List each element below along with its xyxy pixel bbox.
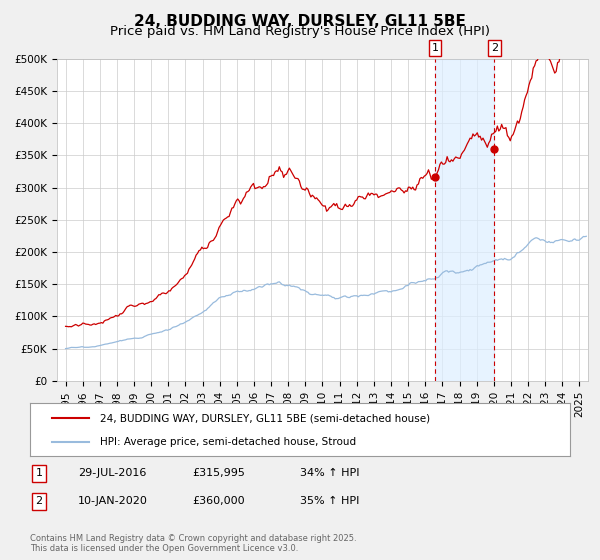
- Text: 29-JUL-2016: 29-JUL-2016: [78, 468, 146, 478]
- Text: HPI: Average price, semi-detached house, Stroud: HPI: Average price, semi-detached house,…: [100, 436, 356, 446]
- Text: Contains HM Land Registry data © Crown copyright and database right 2025.
This d: Contains HM Land Registry data © Crown c…: [30, 534, 356, 553]
- Text: 34% ↑ HPI: 34% ↑ HPI: [300, 468, 359, 478]
- Text: 2: 2: [491, 43, 498, 53]
- Text: 1: 1: [432, 43, 439, 53]
- Text: £360,000: £360,000: [192, 496, 245, 506]
- Bar: [435, 59, 494, 381]
- Text: 24, BUDDING WAY, DURSLEY, GL11 5BE: 24, BUDDING WAY, DURSLEY, GL11 5BE: [134, 14, 466, 29]
- Text: 2: 2: [35, 496, 43, 506]
- Text: 35% ↑ HPI: 35% ↑ HPI: [300, 496, 359, 506]
- Text: 1: 1: [35, 468, 43, 478]
- Text: Price paid vs. HM Land Registry's House Price Index (HPI): Price paid vs. HM Land Registry's House …: [110, 25, 490, 38]
- Text: £315,995: £315,995: [192, 468, 245, 478]
- Text: 10-JAN-2020: 10-JAN-2020: [78, 496, 148, 506]
- Text: 24, BUDDING WAY, DURSLEY, GL11 5BE (semi-detached house): 24, BUDDING WAY, DURSLEY, GL11 5BE (semi…: [100, 413, 430, 423]
